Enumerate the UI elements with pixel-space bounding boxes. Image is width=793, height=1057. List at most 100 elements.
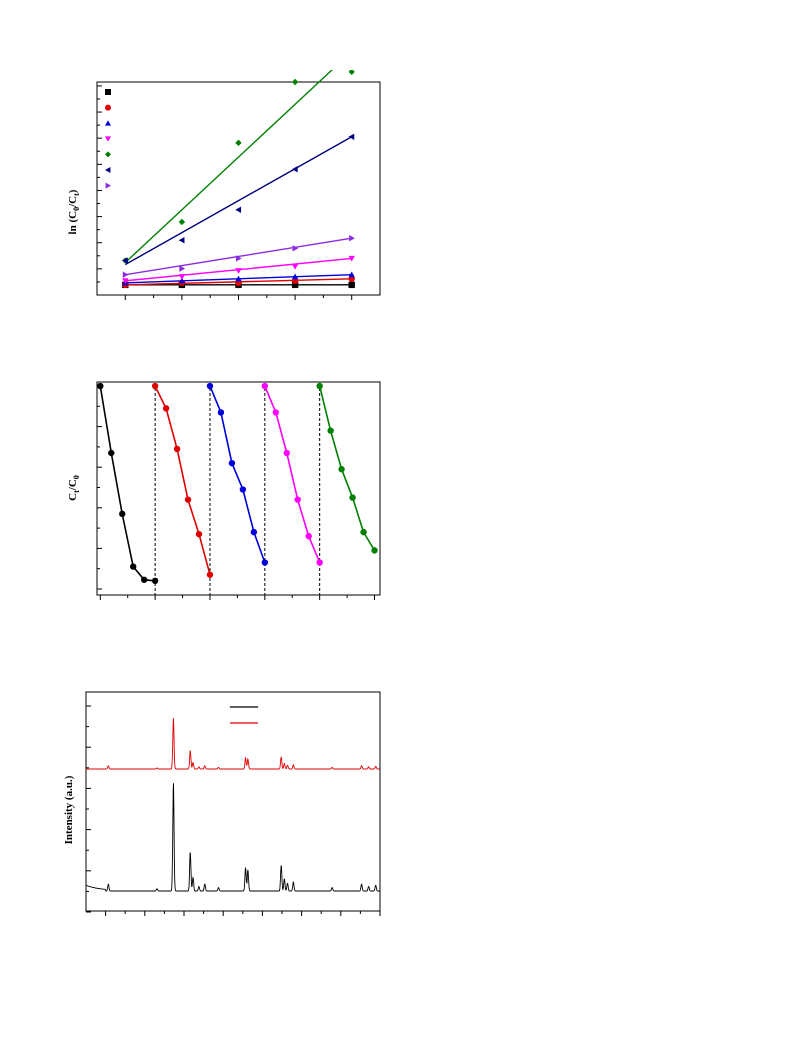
point-s3-4 xyxy=(291,273,299,280)
point-c4-3 xyxy=(283,449,290,457)
fit-line-6 xyxy=(124,136,353,266)
point-c1-4 xyxy=(129,563,137,570)
y-label-sub0: t xyxy=(72,490,81,493)
y-axis-label: ln (C0/Ct) xyxy=(67,189,81,234)
point-s5-5 xyxy=(348,68,355,76)
kinetics-chart: ln (C0/Ct) xyxy=(67,51,381,300)
legend-marker-2 xyxy=(105,104,111,111)
point-s7-1 xyxy=(122,271,129,278)
y-label-sub1: 0 xyxy=(72,475,81,479)
point-c1-2 xyxy=(108,449,115,457)
cycle-line-4 xyxy=(264,385,321,563)
fit-lines xyxy=(124,51,353,286)
point-c5-6 xyxy=(371,547,378,554)
point-c4-5 xyxy=(305,532,312,540)
point-s6-2 xyxy=(178,237,185,244)
point-s4-5 xyxy=(348,255,355,262)
cycle-line-1 xyxy=(99,385,156,582)
point-c2-6 xyxy=(206,571,214,578)
point-s3-5 xyxy=(348,271,355,278)
y-axis-label: Ct/C0 xyxy=(67,475,81,501)
point-c2-4 xyxy=(184,496,192,503)
point-c3-6 xyxy=(261,559,269,566)
point-c2-3 xyxy=(173,445,181,453)
cycle-line-2 xyxy=(154,385,211,575)
legend-marker-3 xyxy=(105,120,111,126)
fit-line-5 xyxy=(124,51,353,264)
point-c3-2 xyxy=(217,409,225,416)
point-s6-4 xyxy=(291,166,298,173)
point-c4-2 xyxy=(272,409,279,416)
point-c5-4 xyxy=(349,494,356,501)
y-axis-label: Intensity (a.u.) xyxy=(63,775,75,844)
point-s5-3 xyxy=(235,139,242,147)
y-label-mid: /C xyxy=(67,196,79,208)
point-c3-4 xyxy=(239,486,247,493)
series-lines xyxy=(99,385,376,582)
point-s1-4 xyxy=(291,281,299,289)
point-c3-5 xyxy=(250,528,258,536)
y-label-sub1: t xyxy=(72,193,81,196)
point-c5-1 xyxy=(316,382,323,390)
kinetics-chart-panel: ln (C0/Ct) xyxy=(0,51,793,320)
legend-marker-7 xyxy=(105,182,111,189)
point-s5-4 xyxy=(291,78,299,86)
point-s4-3 xyxy=(235,268,242,274)
data-points xyxy=(97,382,378,584)
point-s3-3 xyxy=(235,275,242,282)
xrd-chart-panel: Intensity (a.u.) xyxy=(0,680,793,930)
y-label-sub0: 0 xyxy=(72,207,81,211)
legend-marker-5 xyxy=(105,151,111,158)
point-s4-2 xyxy=(178,274,186,280)
point-c4-6 xyxy=(316,559,323,566)
plot-frame xyxy=(96,81,381,296)
point-c5-5 xyxy=(360,528,367,536)
point-c2-2 xyxy=(162,405,170,412)
point-s6-1 xyxy=(122,257,128,264)
point-c5-3 xyxy=(338,466,345,473)
point-s6-3 xyxy=(235,206,242,213)
xrd-pattern-2 xyxy=(86,718,380,770)
point-s4-1 xyxy=(122,278,129,284)
point-c1-6 xyxy=(151,577,159,584)
y-label-main: C xyxy=(67,493,79,501)
xrd-pattern-1 xyxy=(85,783,380,892)
cycle-chart-panel: Ct/C0 xyxy=(0,370,793,610)
fit-line-7 xyxy=(125,237,352,276)
data-points xyxy=(122,68,355,289)
point-c1-3 xyxy=(119,510,126,518)
point-c3-1 xyxy=(206,382,214,390)
point-c1-1 xyxy=(97,382,104,390)
point-s5-2 xyxy=(178,218,186,226)
plot-frame xyxy=(85,691,381,912)
point-s6-5 xyxy=(348,133,355,140)
axis-ticks xyxy=(97,85,353,300)
xrd-chart: Intensity (a.u.) xyxy=(63,691,381,916)
point-s4-4 xyxy=(291,264,299,270)
y-label-main: ln (C xyxy=(67,211,79,235)
legend xyxy=(105,89,111,189)
point-c5-2 xyxy=(327,427,334,434)
point-s7-3 xyxy=(235,255,242,262)
xrd-patterns xyxy=(85,718,380,892)
y-label-end: ) xyxy=(67,189,79,193)
legend xyxy=(230,706,258,724)
axis-ticks xyxy=(97,385,376,600)
point-s7-4 xyxy=(292,245,299,252)
point-c4-1 xyxy=(261,382,269,390)
axis-ticks xyxy=(86,705,381,916)
legend-marker-6 xyxy=(105,167,111,173)
legend-marker-4 xyxy=(105,136,111,142)
point-c3-3 xyxy=(228,459,236,467)
cycle-chart: Ct/C0 xyxy=(67,381,381,600)
point-c2-5 xyxy=(195,530,203,538)
cycle-line-3 xyxy=(209,385,266,563)
cycle-line-5 xyxy=(318,385,376,551)
point-c2-1 xyxy=(151,382,159,390)
point-s7-2 xyxy=(179,265,186,272)
point-s7-5 xyxy=(349,235,355,242)
point-c1-5 xyxy=(140,576,148,583)
y-label-mid: /C xyxy=(67,479,79,491)
point-s3-2 xyxy=(178,277,186,284)
legend-marker-1 xyxy=(105,89,111,95)
